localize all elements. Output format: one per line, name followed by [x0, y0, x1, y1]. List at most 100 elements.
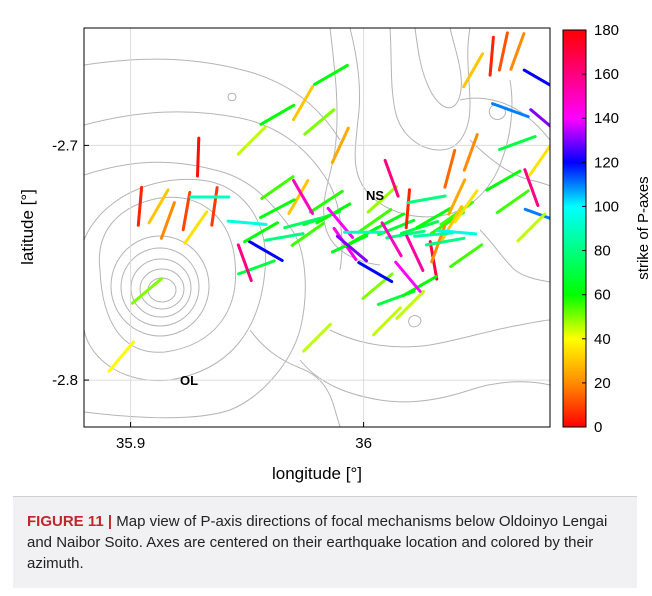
- p-axis-segment-63: [447, 178, 467, 216]
- p-axis-segment-4: [183, 210, 209, 245]
- colorbar-ticks: 0 20 40 60 80 100 120 140 160 180: [582, 22, 619, 436]
- volcano-contour-7: [84, 178, 267, 382]
- volcano-contour-6: [98, 196, 237, 353]
- p-axis-segment-23: [283, 216, 323, 230]
- figure: NS OL 35.9 36 longitude [°] -2.7 -2.8 la…: [18, 22, 652, 483]
- p-axis-segment-81: [528, 143, 550, 177]
- colorbar: 0 20 40 60 80 100 120 140 160 180 strike of P-axe…: [562, 22, 652, 436]
- p-axis-segment-2: [159, 201, 176, 240]
- p-axis-segment-39: [415, 207, 452, 230]
- p-axis-segment-35: [368, 212, 406, 234]
- volcano-contour-5: [110, 235, 210, 337]
- p-axis-segment-17: [226, 219, 268, 226]
- p-axis-segment-43: [383, 158, 400, 198]
- p-axis-segment-21: [243, 221, 279, 244]
- p-axis-segment-58: [413, 231, 454, 238]
- p-axis-segment-61: [406, 194, 447, 205]
- p-axis-segment-42: [366, 185, 398, 214]
- p-axis-segment-13: [236, 243, 253, 283]
- caption-text: Map view of P-axis directions of focal m…: [27, 513, 608, 572]
- p-axis-segment-22: [264, 232, 305, 242]
- knoll-contour-3: [408, 315, 422, 328]
- p-axis-segment-12: [237, 259, 276, 276]
- p-axis-segment-62: [443, 149, 457, 189]
- p-axis-segment-14: [130, 277, 163, 305]
- regional-contour-5: [329, 319, 550, 348]
- colorbar-tick-label-140: 140: [594, 110, 619, 127]
- p-axis-segment-7: [260, 175, 295, 200]
- p-axis-segment-0: [136, 185, 144, 227]
- p-axis-segment-28: [236, 125, 267, 156]
- p-axis-segment-80: [516, 212, 547, 243]
- colorbar-tick-label-20: 20: [594, 375, 611, 392]
- figure-caption: FIGURE 11 | Map view of P-axis direction…: [13, 496, 637, 588]
- p-axis-segment-69: [495, 189, 530, 215]
- colorbar-tick-label-120: 120: [594, 154, 619, 171]
- ridge-contour-2: [389, 28, 471, 151]
- colorbar-tick-label-60: 60: [594, 287, 611, 304]
- p-axis-segment-5: [210, 186, 219, 227]
- y-tick-label--2.7: -2.7: [52, 138, 78, 155]
- colorbar-tick-label-100: 100: [594, 198, 619, 215]
- p-axis-segment-75: [509, 32, 526, 71]
- p-axis-segment-30: [313, 63, 349, 86]
- p-axis-segment-78: [462, 52, 485, 89]
- p-axis-segment-19: [308, 189, 344, 214]
- plot-frame: [83, 27, 551, 428]
- topography-contours: [84, 28, 550, 427]
- p-axis-segment-34: [358, 208, 393, 233]
- regional-contour-4: [299, 359, 550, 403]
- p-axis-segment-54: [401, 275, 438, 298]
- p-axis-segment-44: [404, 188, 411, 230]
- p-axis-segment-57: [357, 261, 394, 284]
- p-axis-segment-67: [485, 169, 522, 192]
- p-axis-segment-8: [287, 179, 310, 215]
- p-axis-segment-70: [523, 168, 540, 207]
- colorbar-tick-label-160: 160: [594, 66, 619, 83]
- p-axis-segment-18: [259, 198, 296, 220]
- regional-contour-3: [84, 58, 341, 141]
- p-axis-segment-53: [372, 306, 402, 337]
- y-tick-label--2.8: -2.8: [52, 372, 78, 389]
- colorbar-tick-label-0: 0: [594, 419, 602, 436]
- ridge-contour-4: [323, 28, 381, 266]
- colorbar-tick-label-80: 80: [594, 243, 611, 260]
- p-axis-segment-65: [302, 322, 332, 353]
- p-axis-segment-3: [181, 190, 192, 232]
- y-axis: -2.7 -2.8 latitude [°]: [18, 138, 89, 389]
- p-axis-segment-77: [497, 31, 509, 72]
- p-axis-segment-73: [522, 68, 550, 87]
- colorbar-tick-label-40: 40: [594, 331, 611, 348]
- p-axis-segment-9: [290, 222, 325, 247]
- p-axis-segment-29: [292, 85, 314, 122]
- p-axis-segments: [107, 31, 550, 373]
- p-axis-segment-6: [196, 136, 201, 178]
- p-axis-segment-83: [335, 234, 368, 263]
- p-axis-segment-60: [436, 229, 478, 236]
- p-axis-segment-59: [424, 236, 466, 247]
- p-axis-segment-68: [498, 135, 537, 151]
- site-label-ns: NS: [366, 188, 384, 203]
- regional-contour-6: [249, 329, 341, 427]
- colorbar-title: strike of P-axes: [635, 176, 652, 279]
- p-axis-segment-45: [380, 221, 403, 258]
- p-axis-segment-82: [303, 108, 336, 136]
- x-axis-title: longitude [°]: [272, 464, 362, 483]
- p-axis-segment-1: [147, 188, 170, 225]
- caption-separator: |: [107, 513, 113, 530]
- knoll-contour-1: [227, 92, 237, 102]
- p-axis-segment-27: [259, 103, 296, 126]
- p-axis-segment-11: [247, 240, 284, 262]
- caption-label: FIGURE 11: [27, 513, 104, 530]
- p-axis-segment-37: [385, 229, 426, 240]
- site-label-ol: OL: [180, 373, 198, 388]
- p-axis-segment-72: [491, 102, 530, 119]
- p-axis-segment-46: [405, 234, 425, 272]
- p-axis-segment-25: [292, 179, 314, 215]
- p-axis-segment-31: [330, 126, 350, 165]
- p-axis-segment-74: [529, 108, 550, 128]
- volcano-contour-4: [120, 247, 200, 327]
- ridge-contour-3: [414, 28, 462, 108]
- volcano-contour-2: [139, 268, 185, 310]
- ridge-contour-6: [479, 229, 550, 283]
